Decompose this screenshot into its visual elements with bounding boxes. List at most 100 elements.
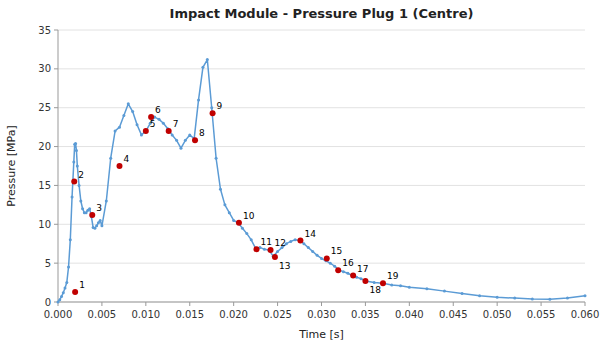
point-label: 1 xyxy=(79,280,85,290)
point-label: 10 xyxy=(243,211,255,221)
tick-label: 0.005 xyxy=(88,309,117,320)
tick-label: 0.020 xyxy=(219,309,248,320)
line-point xyxy=(425,287,428,290)
line-point xyxy=(158,118,161,121)
line-point xyxy=(333,265,336,268)
line-point xyxy=(201,66,204,69)
point xyxy=(335,267,341,273)
tick xyxy=(54,185,58,186)
line-point xyxy=(461,292,464,295)
line-point xyxy=(390,283,393,286)
line-point xyxy=(228,211,231,214)
line-point xyxy=(302,242,305,245)
point-label: 17 xyxy=(357,264,368,274)
line-point xyxy=(60,295,63,298)
line-point xyxy=(263,248,266,251)
tick-label: 25 xyxy=(38,102,51,113)
line-point xyxy=(311,250,314,253)
line-point xyxy=(75,149,78,152)
line-point xyxy=(74,142,77,145)
line-point xyxy=(197,98,200,101)
background xyxy=(0,0,601,346)
line-point xyxy=(408,286,411,289)
line-point xyxy=(241,227,244,230)
line-point xyxy=(65,281,68,284)
line-point xyxy=(307,246,310,249)
line-point xyxy=(171,133,174,136)
point xyxy=(71,179,77,185)
line-point xyxy=(79,199,82,202)
line-point xyxy=(105,199,108,202)
line-point xyxy=(316,254,319,257)
grid-line xyxy=(58,263,585,264)
tick-label: 0.045 xyxy=(439,309,468,320)
tick xyxy=(101,302,102,306)
grid-line xyxy=(58,302,585,303)
line-point xyxy=(531,297,534,300)
point xyxy=(166,128,172,134)
tick-label: 15 xyxy=(38,180,51,191)
point xyxy=(297,238,303,244)
line-point xyxy=(399,284,402,287)
point xyxy=(268,247,274,253)
line-point xyxy=(72,161,75,164)
tick xyxy=(365,302,366,306)
tick xyxy=(189,302,190,306)
tick xyxy=(585,302,586,306)
tick xyxy=(277,302,278,306)
tick xyxy=(409,302,410,306)
point-label: 14 xyxy=(304,229,316,239)
grid-line xyxy=(58,68,585,69)
line-point xyxy=(245,232,248,235)
point-label: 3 xyxy=(96,203,102,213)
grid-line xyxy=(58,185,585,186)
line-point xyxy=(320,257,323,260)
point-label: 19 xyxy=(387,271,399,281)
line-point xyxy=(162,122,165,125)
line-point xyxy=(88,207,91,210)
point-label: 8 xyxy=(199,128,205,138)
tick-label: 10 xyxy=(38,219,51,230)
point-label: 13 xyxy=(279,261,290,271)
point xyxy=(236,220,242,226)
tick-label: 35 xyxy=(38,25,51,36)
line-point xyxy=(223,203,226,206)
chart: 051015202530350.0000.0050.0100.0150.0200… xyxy=(0,0,601,346)
point-label: 9 xyxy=(217,101,223,111)
grid-line xyxy=(58,107,585,108)
point xyxy=(254,246,260,252)
point-label: 2 xyxy=(78,170,84,180)
line-point xyxy=(215,157,218,160)
tick-label: 0.025 xyxy=(263,309,292,320)
tick xyxy=(145,302,146,306)
line-point xyxy=(360,277,363,280)
line-point xyxy=(188,133,191,136)
line-point xyxy=(73,143,76,146)
point-label: 16 xyxy=(342,258,354,268)
line-point xyxy=(584,294,587,297)
point xyxy=(350,273,356,279)
tick xyxy=(541,302,542,306)
line-point xyxy=(175,139,178,142)
line-point xyxy=(329,262,332,265)
point xyxy=(272,254,278,260)
point xyxy=(192,137,198,143)
line-point xyxy=(127,102,130,105)
y-axis-label: Pressure [MPa] xyxy=(5,125,18,206)
axes: 051015202530350.0000.0050.0100.0150.0200… xyxy=(38,25,599,321)
line-point xyxy=(289,240,292,243)
point xyxy=(380,280,386,286)
line-point xyxy=(210,106,213,109)
line-point xyxy=(58,298,61,301)
tick-label: 0.000 xyxy=(44,309,73,320)
line-point xyxy=(250,238,253,241)
tick-label: 0.060 xyxy=(571,309,600,320)
grid xyxy=(58,30,585,302)
tick xyxy=(321,302,322,306)
point xyxy=(72,289,78,295)
line-point xyxy=(131,110,134,113)
grid-line xyxy=(58,30,585,31)
point-label: 7 xyxy=(173,119,179,129)
tick xyxy=(54,68,58,69)
line-point xyxy=(118,126,121,129)
